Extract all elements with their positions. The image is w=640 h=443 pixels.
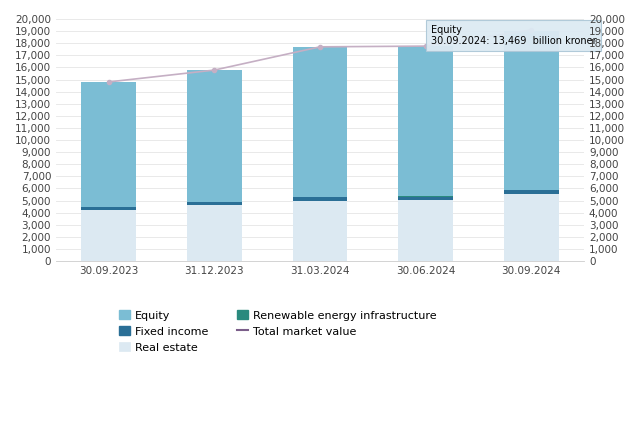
Bar: [292, 47, 348, 197]
Bar: [187, 70, 242, 202]
Bar: [504, 194, 559, 261]
Bar: [398, 200, 453, 261]
Bar: [504, 190, 559, 194]
Bar: [504, 31, 559, 190]
Bar: [81, 210, 136, 261]
Bar: [398, 46, 453, 196]
Text: Equity
30.09.2024: 13,469  billion kroner: Equity 30.09.2024: 13,469 billion kroner: [431, 25, 596, 47]
Bar: [81, 207, 136, 210]
Bar: [292, 201, 348, 261]
Legend: Equity, Fixed income, Real estate, Renewable energy infrastructure, Total market: Equity, Fixed income, Real estate, Renew…: [118, 310, 437, 353]
Bar: [292, 197, 348, 198]
Bar: [398, 196, 453, 197]
Bar: [81, 82, 136, 207]
Bar: [292, 198, 348, 201]
Bar: [187, 206, 242, 261]
Bar: [398, 197, 453, 200]
Bar: [187, 202, 242, 206]
